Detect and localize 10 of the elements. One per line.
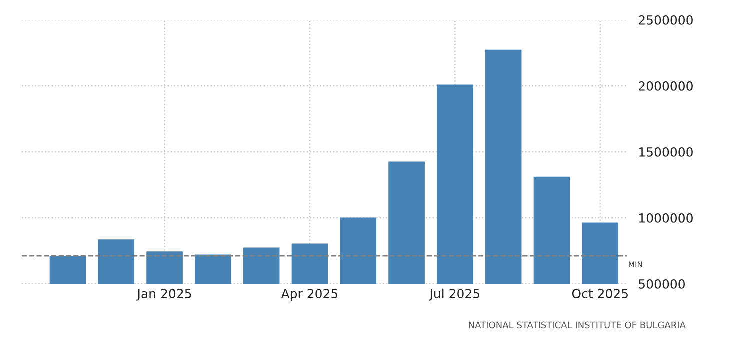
y-tick-label: 2000000 xyxy=(639,81,693,91)
x-tick-label: Jan 2025 xyxy=(136,289,192,301)
y-tick-label: 500000 xyxy=(639,279,685,289)
y-tick-label: 1500000 xyxy=(639,147,693,157)
y-tick-label: 1000000 xyxy=(639,213,693,223)
y-tick-label: 2500000 xyxy=(639,15,693,25)
x-tick-label: Jul 2025 xyxy=(429,288,480,301)
x-tick-label: Apr 2025 xyxy=(281,289,338,301)
text: NATIONAL STATISTICAL INSTITUTE OF BULGARIA xyxy=(469,322,686,329)
x-tick-label: Oct 2025 xyxy=(572,289,628,299)
